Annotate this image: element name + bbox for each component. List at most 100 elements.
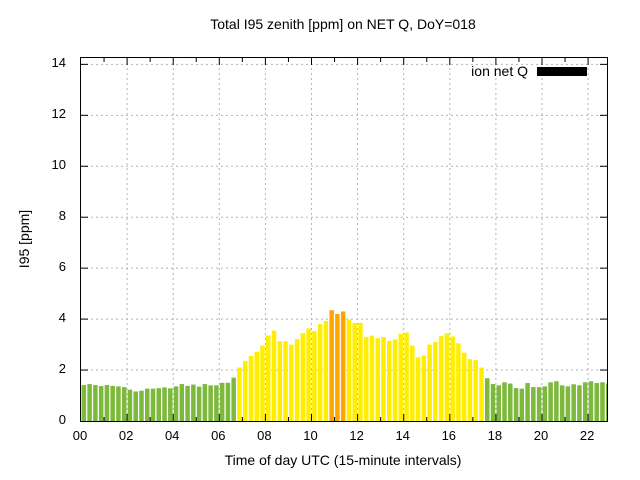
bar-02:45 — [144, 388, 150, 421]
bar-22:00 — [588, 381, 594, 421]
bar-16:30 — [461, 352, 467, 421]
bar-14:00 — [404, 332, 409, 421]
x-tick-label: 18 — [487, 428, 503, 443]
bar-15:00 — [427, 344, 432, 421]
bar-10:15 — [317, 324, 323, 421]
bar-09:00 — [289, 344, 294, 421]
bar-08:00 — [266, 335, 271, 421]
bar-04:00 — [173, 386, 179, 421]
plot-canvas — [81, 58, 607, 421]
bar-03:15 — [156, 388, 162, 421]
x-tick-label: 16 — [441, 428, 457, 443]
bar-07:00 — [242, 361, 248, 421]
bar-07:15 — [248, 356, 254, 421]
bar-03:00 — [150, 388, 156, 421]
bar-21:30 — [577, 385, 582, 421]
bar-17:00 — [473, 360, 478, 421]
x-tick-label: 12 — [349, 428, 364, 443]
y-tick-label: 12 — [51, 106, 66, 122]
bar-12:15 — [363, 336, 369, 421]
bar-15:15 — [433, 342, 438, 421]
bar-20:30 — [554, 381, 559, 421]
bar-09:30 — [300, 333, 306, 421]
bar-09:45 — [306, 328, 311, 421]
bar-17:45 — [490, 384, 496, 421]
x-tick-label: 02 — [118, 428, 134, 443]
bar-19:15 — [525, 383, 530, 421]
bar-12:00 — [358, 322, 363, 421]
bar-03:45 — [168, 388, 173, 421]
bar-11:45 — [352, 322, 357, 421]
bar-21:00 — [565, 386, 571, 421]
bar-18:15 — [502, 382, 507, 421]
bar-04:30 — [185, 385, 190, 421]
bar-16:45 — [467, 359, 473, 421]
bar-18:30 — [508, 383, 513, 421]
bar-18:45 — [513, 388, 519, 421]
x-tick-label: 00 — [72, 428, 88, 443]
bar-13:45 — [398, 333, 404, 421]
bar-11:15 — [340, 311, 346, 421]
bar-01:45 — [121, 387, 127, 421]
x-tick-label: 20 — [533, 428, 549, 443]
bar-05:45 — [214, 385, 219, 421]
chart-title: Total I95 zenith [ppm] on NET Q, DoY=018 — [210, 16, 476, 32]
bar-15:30 — [438, 336, 444, 421]
x-axis-label: Time of day UTC (15-minute intervals) — [224, 452, 462, 468]
bar-00:15 — [87, 384, 92, 421]
y-tick-label: 4 — [58, 310, 66, 326]
bar-21:45 — [582, 382, 588, 421]
bar-00:00 — [81, 385, 87, 421]
bar-07:45 — [260, 345, 265, 421]
bar-06:45 — [237, 367, 242, 421]
bar-22:45 — [605, 383, 607, 421]
legend-swatch-icon — [537, 66, 587, 76]
legend: ion net Q — [471, 64, 587, 78]
bar-01:15 — [110, 385, 115, 421]
bar-10:45 — [329, 310, 334, 421]
bar-09:15 — [294, 338, 300, 421]
y-tick-label: 6 — [58, 259, 66, 275]
bar-20:15 — [548, 382, 553, 421]
bar-17:30 — [484, 378, 490, 421]
plot-area: ion net Q — [80, 57, 608, 422]
bar-19:45 — [536, 387, 542, 421]
bar-20:00 — [542, 386, 548, 421]
bar-03:30 — [162, 387, 167, 421]
y-tick-label: 8 — [58, 208, 66, 224]
y-tick-label: 2 — [58, 361, 66, 377]
y-tick-label: 0 — [58, 412, 66, 427]
bar-08:45 — [283, 341, 288, 421]
legend-label: ion net Q — [471, 63, 528, 79]
bar-01:30 — [116, 386, 121, 421]
bar-13:15 — [387, 340, 392, 421]
bar-12:30 — [369, 335, 375, 421]
bar-14:15 — [410, 345, 415, 421]
bar-10:30 — [323, 321, 329, 421]
bar-05:00 — [196, 386, 202, 421]
bar-16:00 — [450, 336, 455, 421]
bar-01:00 — [104, 385, 110, 421]
bar-12:45 — [375, 338, 380, 421]
bar-05:15 — [202, 384, 208, 421]
bar-02:15 — [133, 391, 138, 421]
bar-11:30 — [346, 319, 352, 421]
bar-11:00 — [335, 314, 340, 421]
bar-05:30 — [208, 385, 213, 421]
bar-02:30 — [139, 390, 144, 421]
x-tick-label: 04 — [164, 428, 180, 443]
bar-00:30 — [93, 385, 98, 421]
bar-00:45 — [98, 386, 104, 421]
x-tick-label: 14 — [395, 428, 410, 443]
bar-04:45 — [191, 384, 196, 421]
bar-13:00 — [381, 336, 386, 421]
bar-22:30 — [600, 382, 605, 421]
bar-08:30 — [277, 341, 283, 421]
bar-19:00 — [519, 388, 525, 421]
bar-07:30 — [254, 351, 259, 421]
bar-13:30 — [392, 339, 398, 421]
bar-14:45 — [421, 355, 427, 421]
x-tick-label: 08 — [257, 428, 272, 443]
bar-06:15 — [225, 382, 231, 421]
